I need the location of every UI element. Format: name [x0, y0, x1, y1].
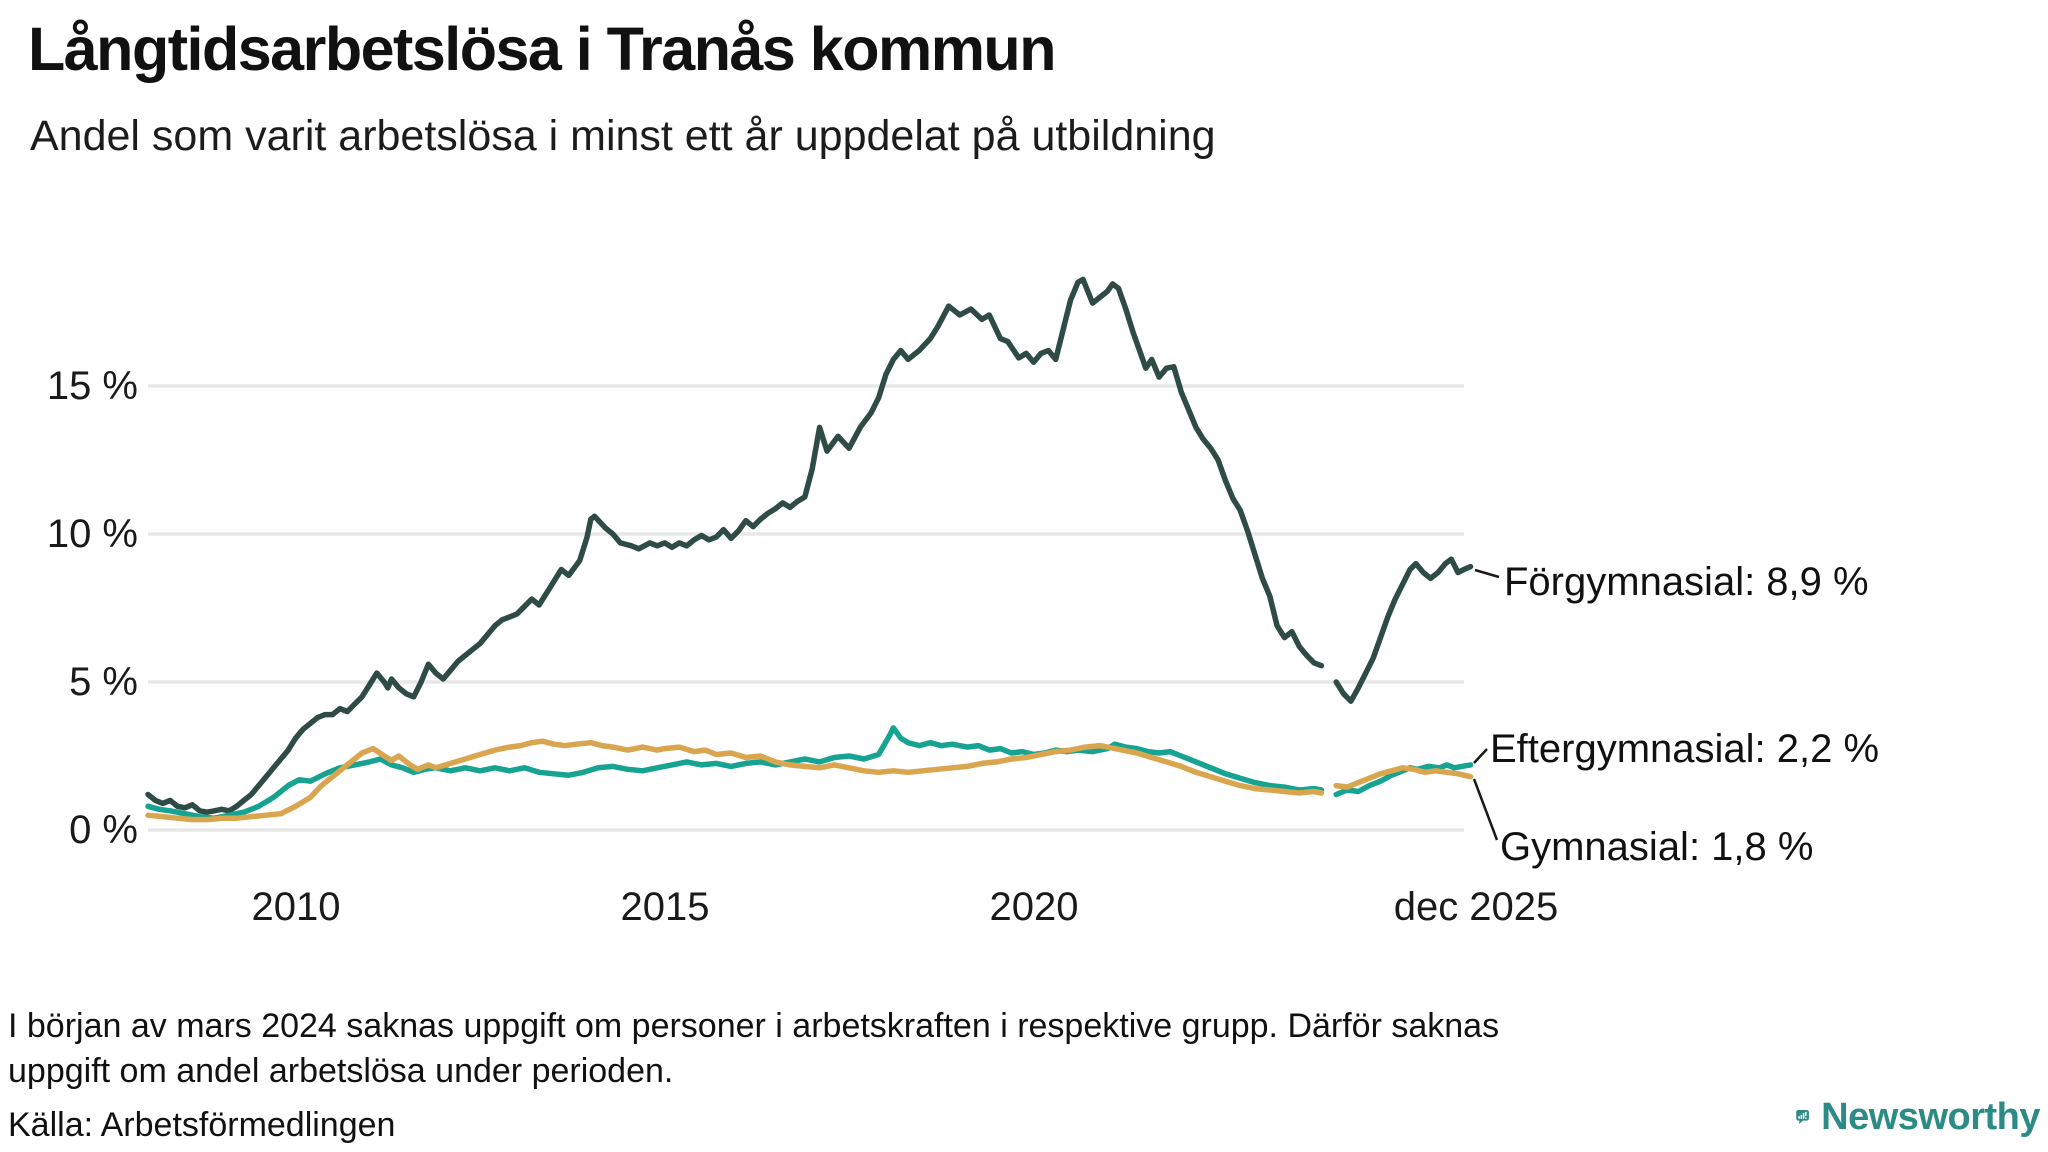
newsworthy-logo: Newsworthy: [1796, 1084, 2040, 1150]
series-label-eftergymnasial: Eftergymnasial: 2,2 %: [1490, 727, 1880, 771]
y-axis-tick-10: 10 %: [46, 512, 138, 556]
gridlines: [148, 384, 1464, 832]
series-lines: [145, 276, 1474, 823]
y-axis-tick-15: 15 %: [46, 364, 138, 408]
footnote: I början av mars 2024 saknas uppgift om …: [8, 1007, 1500, 1090]
x-axis-tick-dec-2025: dec 2025: [1393, 885, 1559, 929]
label-connector-lines: [1472, 568, 1500, 841]
newsworthy-logo-text: Newsworthy: [1821, 1095, 2040, 1138]
x-axis-tick-2020: 2020: [989, 885, 1079, 929]
series-label-forgymnasial: Förgymnasial: 8,9 %: [1504, 560, 1869, 604]
chart-subtitle: Andel som varit arbetslösa i minst ett å…: [30, 112, 1216, 160]
newsworthy-logo-icon: [1796, 1109, 1809, 1125]
x-axis-tick-2010: 2010: [251, 885, 341, 929]
y-axis-tick-0: 0 %: [69, 808, 138, 852]
y-axis-tick-5: 5 %: [69, 660, 138, 704]
source-attribution: Källa: Arbetsförmedlingen: [8, 1106, 396, 1144]
series-label-gymnasial: Gymnasial: 1,8 %: [1500, 825, 1814, 869]
chart-title: Långtidsarbetslösa i Tranås kommun: [28, 15, 1056, 83]
x-axis-tick-2015: 2015: [620, 885, 710, 929]
